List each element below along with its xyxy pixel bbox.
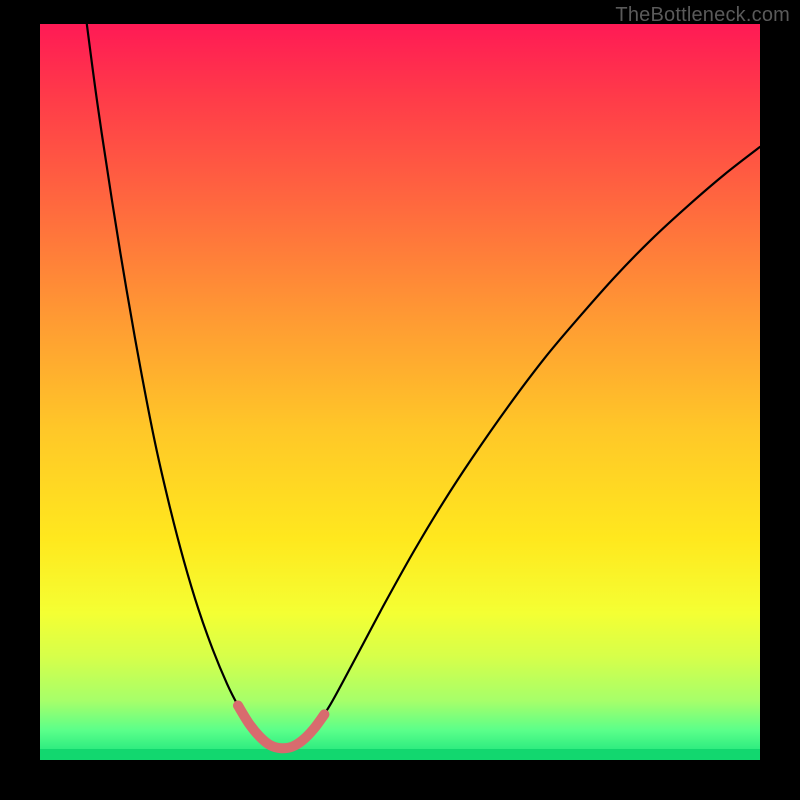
plot-svg <box>40 24 760 760</box>
plot-area <box>40 24 760 760</box>
gradient-background <box>40 24 760 760</box>
chart-container: TheBottleneck.com <box>0 0 800 800</box>
bottom-band <box>40 749 760 760</box>
watermark-text: TheBottleneck.com <box>615 4 790 27</box>
